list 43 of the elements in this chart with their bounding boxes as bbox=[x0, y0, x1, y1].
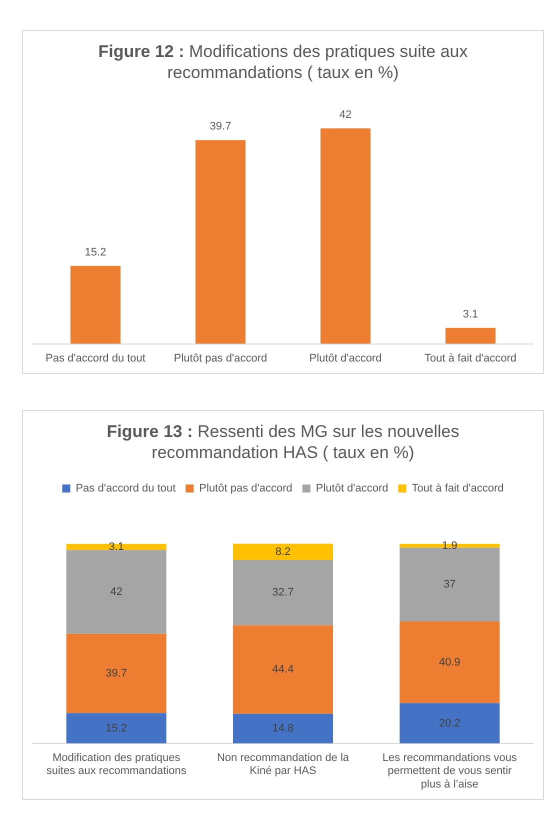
x-tick-label: Plutôt pas d'accord bbox=[174, 352, 268, 364]
data-label: 32.7 bbox=[272, 586, 294, 599]
bar bbox=[233, 714, 333, 744]
legend-label: Pas d'accord du tout bbox=[76, 482, 176, 495]
data-label: 42 bbox=[110, 586, 122, 598]
bar bbox=[66, 713, 166, 744]
x-tick-label: Les recommandations vous permettent de vous sentir plus à l’aise bbox=[382, 752, 518, 790]
bar bbox=[233, 560, 333, 626]
bar bbox=[233, 625, 333, 714]
x-tick-label: Tout à fait d'accord bbox=[424, 352, 516, 364]
legend-label: Tout à fait d'accord bbox=[412, 482, 504, 495]
bar bbox=[400, 703, 500, 744]
legend-label: Plutôt pas d'accord bbox=[199, 482, 292, 495]
bar bbox=[196, 140, 246, 344]
chart-title: Figure 12 : Modifications des pratiques suite aux recommandations ( taux en %) bbox=[98, 42, 468, 82]
data-label: 3.1 bbox=[462, 308, 478, 320]
data-label: 3.1 bbox=[108, 541, 124, 554]
data-label: 15.2 bbox=[106, 722, 128, 734]
x-tick-label: Plutôt d'accord bbox=[309, 352, 382, 364]
data-label: 42 bbox=[339, 108, 352, 121]
bar bbox=[400, 548, 500, 622]
chart-title: Figure 13 : Ressenti des MG sur les nouvelles recommandation HAS ( taux en %) bbox=[106, 422, 460, 462]
data-label: 39.7 bbox=[210, 120, 232, 133]
bar bbox=[320, 128, 370, 344]
data-label: 44.4 bbox=[272, 664, 294, 676]
bar bbox=[66, 544, 166, 550]
data-label: 40.9 bbox=[438, 656, 460, 668]
bar bbox=[70, 266, 120, 344]
data-label: 39.7 bbox=[106, 668, 128, 680]
bar bbox=[446, 328, 496, 344]
data-label: 15.2 bbox=[84, 246, 106, 258]
data-label: 8.2 bbox=[275, 546, 291, 558]
bar bbox=[66, 550, 166, 634]
x-tick-label: Modification des pratiques suites aux recommandations bbox=[46, 752, 187, 778]
data-label: 37 bbox=[444, 578, 456, 591]
x-tick-label: Pas d'accord du tout bbox=[46, 352, 146, 364]
bar bbox=[66, 634, 166, 714]
legend-label: Plutôt d'accord bbox=[316, 482, 388, 495]
bar bbox=[400, 622, 500, 704]
data-label: 14.8 bbox=[272, 722, 294, 735]
bar bbox=[233, 544, 333, 560]
data-label: 20.2 bbox=[438, 717, 460, 730]
x-tick-label: Non recommandation de la Kiné par HAS bbox=[216, 752, 350, 778]
